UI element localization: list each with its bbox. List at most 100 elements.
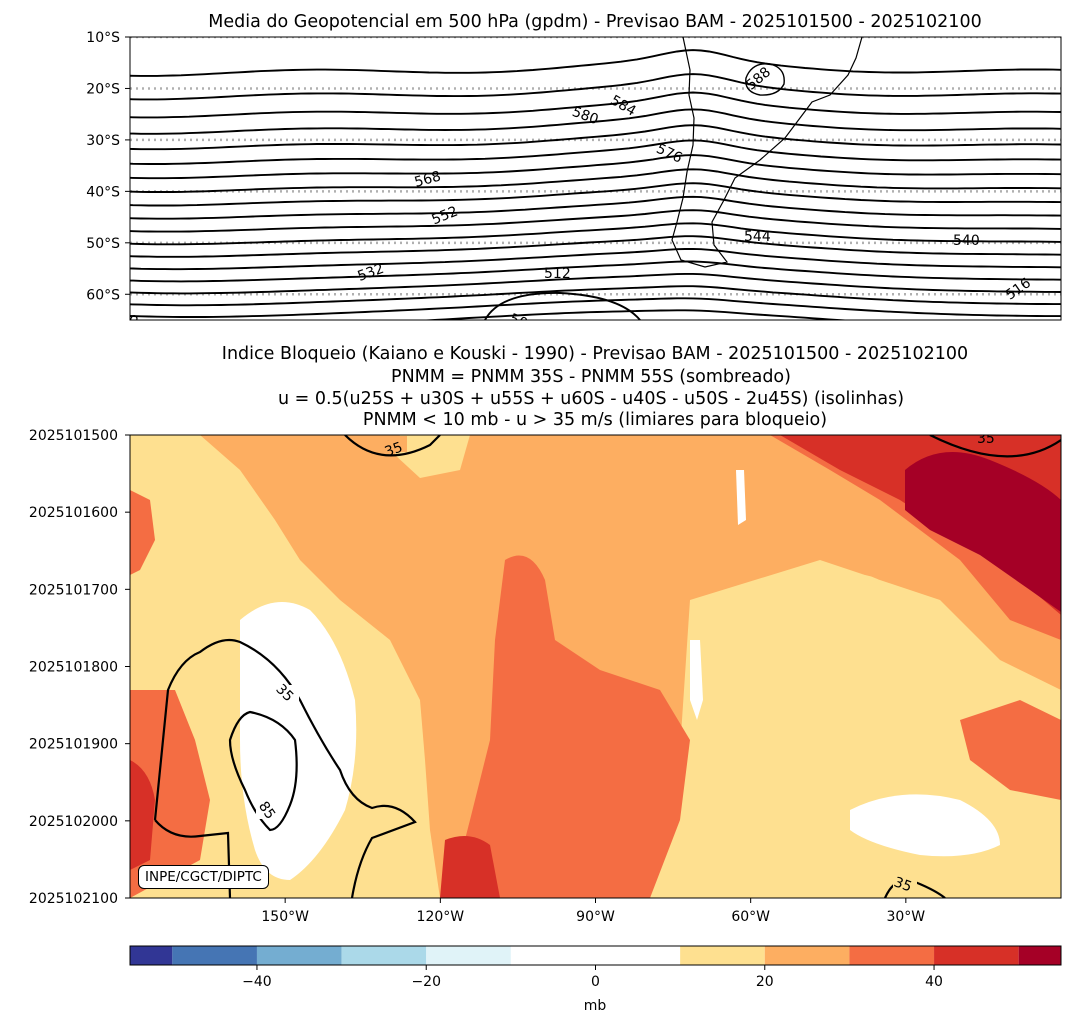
contour-label: 540 xyxy=(953,233,980,249)
colorbar-segment xyxy=(764,946,850,965)
colorbar-segment xyxy=(849,946,935,965)
top-axes-frame xyxy=(129,36,1062,321)
contour-line xyxy=(130,91,1061,119)
shade-50-plus xyxy=(905,452,1061,612)
isoline-label-bg xyxy=(383,436,407,452)
isoline-label: 35 xyxy=(383,439,405,460)
contour-label: 5 xyxy=(124,310,142,326)
shade-30-40 xyxy=(130,490,155,575)
contour-line xyxy=(130,209,1061,233)
contour-line xyxy=(130,168,1061,193)
top-title: Media do Geopotencial em 500 hPa (gpdm) … xyxy=(208,12,981,32)
shade-40-50 xyxy=(130,760,155,870)
isoline-label-bg xyxy=(275,685,299,701)
colorbar-tick-label: −40 xyxy=(242,974,272,990)
heatmap-area: 35 35 35 85 35 xyxy=(130,431,1061,898)
bottom-title-line: u = 0.5(u25S + u30S + u55S + u60S - u40S… xyxy=(278,389,904,409)
isoline-label: 35 xyxy=(892,874,914,895)
colorbar-segment xyxy=(172,946,257,965)
contour-line xyxy=(130,260,1061,283)
y-tick-label: 50°S xyxy=(86,236,120,252)
geopotential-contours xyxy=(125,49,1061,340)
y-tick-label: 2025101800 xyxy=(29,660,118,676)
colorbar-tick-label: 20 xyxy=(756,974,774,990)
contour-line xyxy=(130,154,1061,180)
shade-40-50 xyxy=(440,836,500,898)
colorbar-segment xyxy=(426,946,511,965)
bottom-title-line: PNMM < 10 mb - u > 35 m/s (limiares para… xyxy=(363,410,827,430)
y-tick-label: 10°S xyxy=(86,30,120,46)
colorbar-segment xyxy=(595,946,681,965)
latitude-gridlines xyxy=(130,37,1061,296)
shade-30-40 xyxy=(960,700,1061,800)
colorbar-segment xyxy=(256,946,342,965)
contour-line xyxy=(130,108,1061,135)
contour-line xyxy=(130,285,1061,307)
isoline-label-bg xyxy=(893,876,917,892)
colorbar-segment xyxy=(680,946,765,965)
y-tick-label: 30°S xyxy=(86,133,120,149)
y-tick-label: 2025102100 xyxy=(29,891,118,907)
contour-line xyxy=(130,222,1061,246)
shade-10-20 xyxy=(842,574,885,609)
colorbar-tick-label: 40 xyxy=(925,974,943,990)
shade-below-10 xyxy=(850,794,1000,857)
x-tick-label: 30°W xyxy=(886,909,925,925)
y-tick-label: 2025101900 xyxy=(29,737,118,753)
colorbar-ticks: −40 −20 0 20 40 xyxy=(242,965,943,990)
contour-line xyxy=(130,124,1061,151)
colorbar-segment xyxy=(130,946,173,965)
contour-line xyxy=(130,195,1061,220)
contour-line xyxy=(130,49,1061,77)
contour-line xyxy=(130,235,1061,258)
isoline-label: 35 xyxy=(977,431,995,447)
contour-label: 544 xyxy=(744,229,771,245)
y-tick-label: 20°S xyxy=(86,81,120,97)
u-isolines xyxy=(153,435,1061,898)
isoline xyxy=(929,435,1061,458)
colorbar-segment xyxy=(510,946,596,965)
contour-line xyxy=(125,322,1061,340)
bottom-title-line: PNMM = PNMM 35S - PNMM 55S (sombreado) xyxy=(391,367,791,387)
contour-line xyxy=(130,139,1061,165)
shade-below-10 xyxy=(736,470,746,525)
credit-badge: INPE/CGCT/DIPTC xyxy=(138,865,269,889)
isoline-labels: 35 35 35 85 35 xyxy=(255,431,999,895)
bottom-title-line: Indice Bloqueio (Kaiano e Kouski - 1990)… xyxy=(222,344,968,364)
bottom-title: Indice Bloqueio (Kaiano e Kouski - 1990)… xyxy=(222,344,968,430)
top-plot-area: 588 584 580 576 568 552 544 540 532 512 … xyxy=(124,37,1061,340)
x-tick-label: 120°W xyxy=(417,909,465,925)
shade-30-40 xyxy=(450,555,690,898)
top-y-ticks: 10°S 20°S 30°S 40°S 50°S 60°S xyxy=(86,30,130,303)
colorbar xyxy=(130,946,1061,965)
colorbar-segment xyxy=(341,946,427,965)
isoline-label-bg xyxy=(256,803,280,819)
isoline xyxy=(228,710,298,832)
y-tick-label: 60°S xyxy=(86,287,120,303)
x-tick-label: 90°W xyxy=(576,909,615,925)
bottom-x-ticks: 150°W 120°W 90°W 60°W 30°W xyxy=(261,898,925,925)
contour-line xyxy=(130,73,1061,101)
shade-below-10 xyxy=(690,640,703,720)
y-tick-label: 40°S xyxy=(86,184,120,200)
y-tick-label: 2025102000 xyxy=(29,814,118,830)
contour-label: 568 xyxy=(413,168,443,190)
contour-line xyxy=(484,292,641,320)
contour-label: 512 xyxy=(544,266,571,282)
contour-line xyxy=(130,297,1061,318)
shade-10-20 xyxy=(395,435,470,478)
y-tick-label: 2025101500 xyxy=(29,428,118,444)
y-tick-label: 2025101600 xyxy=(29,505,118,521)
colorbar-tick-label: 0 xyxy=(591,974,600,990)
isoline xyxy=(154,819,232,898)
contour-line xyxy=(130,272,1061,295)
contour-label: 50 xyxy=(508,311,530,332)
isoline xyxy=(344,435,441,457)
isoline-label-bg xyxy=(975,435,999,446)
island-outline xyxy=(745,63,785,96)
colorbar-label: mb xyxy=(584,998,607,1014)
colorbar-segment xyxy=(1018,946,1061,965)
isoline xyxy=(153,638,417,898)
contour-line xyxy=(130,182,1061,207)
